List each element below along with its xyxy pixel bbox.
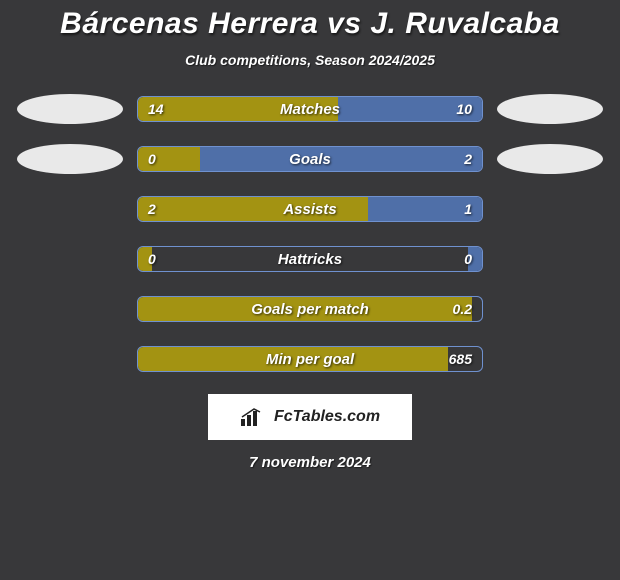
oval-spacer bbox=[17, 344, 123, 374]
player-left-oval bbox=[17, 94, 123, 124]
stat-bar-right bbox=[200, 147, 482, 171]
brand-icon bbox=[240, 407, 268, 427]
stat-bar-left bbox=[138, 247, 152, 271]
date-text: 7 november 2024 bbox=[0, 454, 620, 471]
stat-row: 0.2Goals per match bbox=[0, 294, 620, 324]
oval-spacer bbox=[17, 244, 123, 274]
stat-row: 21Assists bbox=[0, 194, 620, 224]
chart-area: 1410Matches 02Goals 21Assists 00Hattricks 0.… bbox=[0, 94, 620, 374]
stat-bar-track: 00Hattricks bbox=[137, 246, 483, 272]
player-right-oval bbox=[497, 94, 603, 124]
player-right-oval bbox=[497, 144, 603, 174]
comparison-card: Bárcenas Herrera vs J. Ruvalcaba Club co… bbox=[0, 0, 620, 580]
oval-spacer bbox=[17, 294, 123, 324]
oval-spacer bbox=[497, 344, 603, 374]
brand-badge[interactable]: FcTables.com bbox=[208, 394, 412, 440]
oval-spacer bbox=[17, 194, 123, 224]
stat-bar-track: 685Min per goal bbox=[137, 346, 483, 372]
stat-label: Hattricks bbox=[138, 247, 482, 271]
player-left-oval bbox=[17, 144, 123, 174]
stat-row: 685Min per goal bbox=[0, 344, 620, 374]
brand-text: FcTables.com bbox=[274, 408, 380, 426]
stat-bar-left bbox=[138, 197, 368, 221]
stat-bar-right bbox=[368, 197, 482, 221]
subtitle: Club competitions, Season 2024/2025 bbox=[0, 52, 620, 68]
stat-bar-left bbox=[138, 147, 200, 171]
stat-row: 02Goals bbox=[0, 144, 620, 174]
stat-bar-track: 0.2Goals per match bbox=[137, 296, 483, 322]
stat-bar-left bbox=[138, 297, 472, 321]
oval-spacer bbox=[497, 194, 603, 224]
oval-spacer bbox=[497, 244, 603, 274]
stat-bar-track: 1410Matches bbox=[137, 96, 483, 122]
stat-bar-right bbox=[468, 247, 482, 271]
stat-bar-right bbox=[338, 97, 482, 121]
oval-spacer bbox=[497, 294, 603, 324]
stat-row: 1410Matches bbox=[0, 94, 620, 124]
stat-bar-left bbox=[138, 347, 448, 371]
page-title: Bárcenas Herrera vs J. Ruvalcaba bbox=[0, 6, 620, 42]
stat-bar-track: 02Goals bbox=[137, 146, 483, 172]
stat-bar-track: 21Assists bbox=[137, 196, 483, 222]
stat-value-right: 685 bbox=[449, 347, 472, 371]
stat-row: 00Hattricks bbox=[0, 244, 620, 274]
stat-bar-left bbox=[138, 97, 338, 121]
